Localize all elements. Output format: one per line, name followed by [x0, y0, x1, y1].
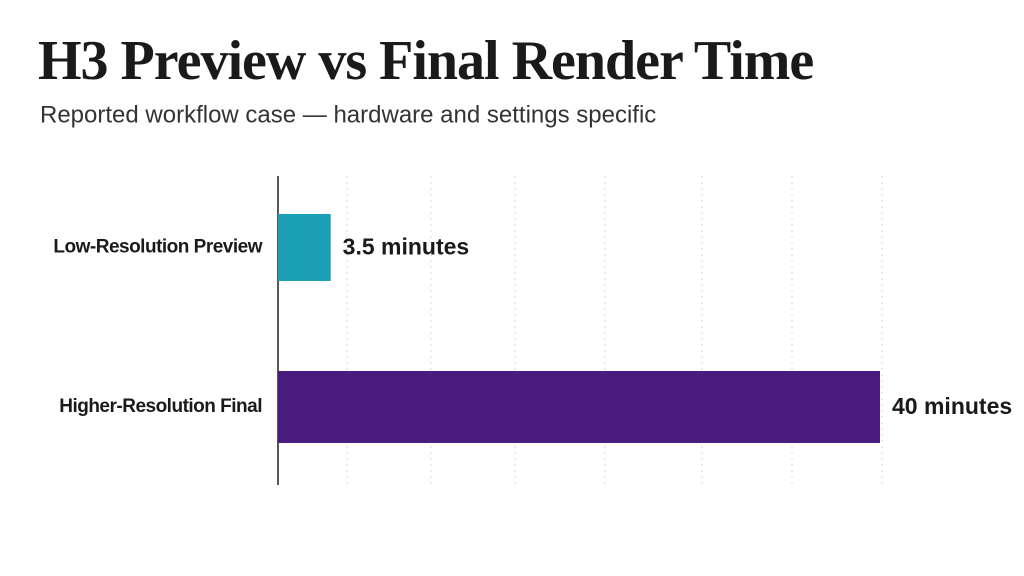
chart-subtitle: Reported workflow case — hardware and se… — [40, 101, 656, 128]
bar — [278, 371, 880, 443]
category-label: Higher-Resolution Final — [59, 396, 262, 417]
bar — [278, 214, 331, 281]
value-label: 40 minutes — [892, 393, 1012, 419]
category-label: Low-Resolution Preview — [53, 237, 262, 258]
chart-title: H3 Preview vs Final Render Time — [38, 30, 813, 92]
value-label: 3.5 minutes — [343, 234, 470, 260]
